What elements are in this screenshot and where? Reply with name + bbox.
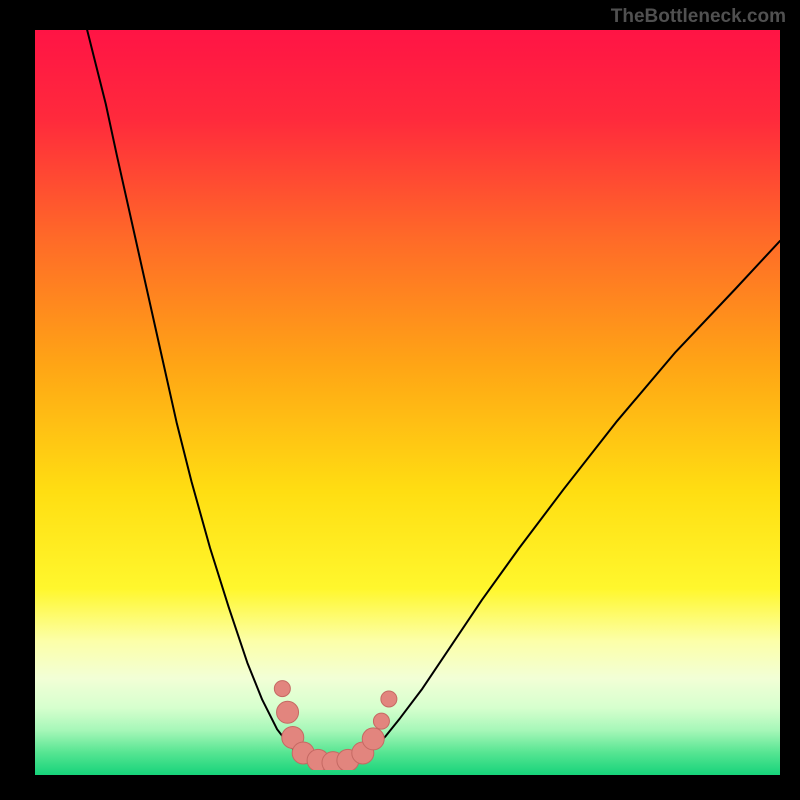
curve-marker [362, 728, 384, 750]
curve-right-branch [374, 241, 780, 748]
chart-plot-area [35, 30, 780, 770]
curve-marker [373, 713, 389, 729]
curve-left-branch [87, 30, 292, 748]
curve-marker [381, 691, 397, 707]
curve-marker [277, 701, 299, 723]
bottleneck-curve-chart [35, 30, 780, 770]
curve-markers [274, 681, 397, 770]
curve-marker [274, 681, 290, 697]
watermark-text: TheBottleneck.com [611, 6, 786, 28]
